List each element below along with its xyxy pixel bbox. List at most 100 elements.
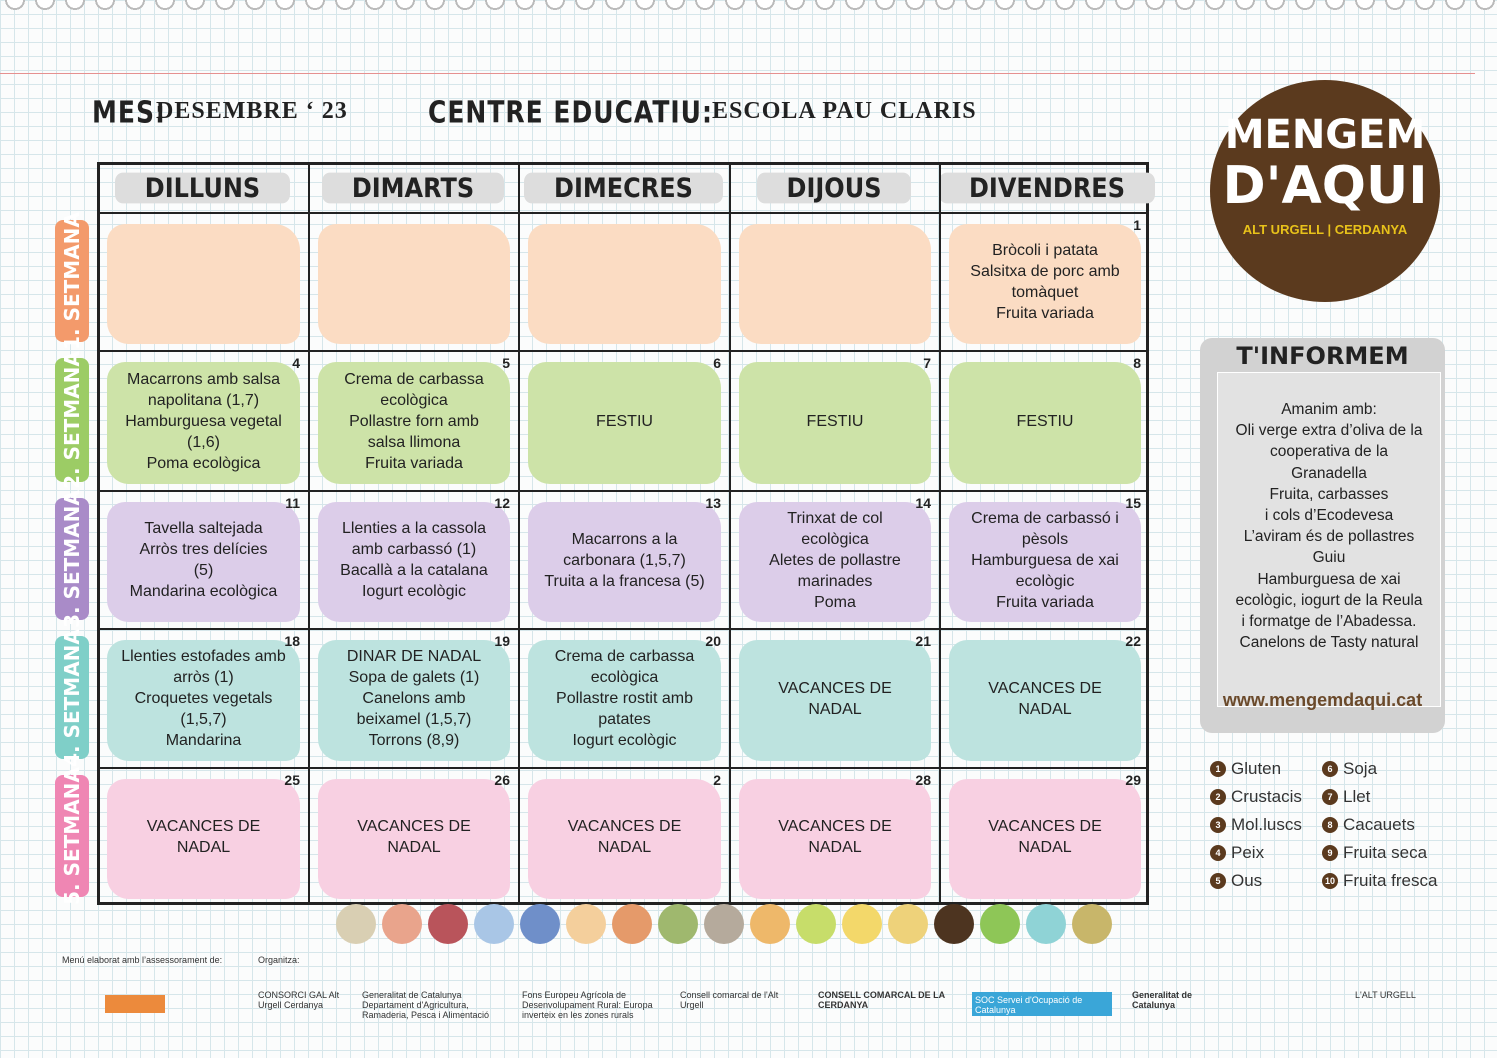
allergen-label: Gluten — [1231, 759, 1282, 778]
cell-background — [528, 502, 721, 622]
food-icon — [428, 904, 468, 944]
menu-cell: 8 FESTIU — [941, 352, 1149, 490]
cell-background — [107, 779, 300, 899]
allergen-label: Peix — [1231, 843, 1265, 862]
day-number: 6 — [713, 355, 721, 371]
menu-line: VACANCES DE — [146, 818, 261, 835]
food-icon — [474, 904, 514, 944]
day-name: DIMARTS — [321, 172, 505, 204]
menu-line: Iogurt ecològic — [572, 732, 677, 749]
allergen-item: 7 Llet — [1322, 783, 1450, 811]
day-number: 26 — [494, 772, 510, 788]
month-label: MES: — [92, 95, 166, 130]
cell-background — [107, 502, 300, 622]
allergen-label: Soja — [1343, 759, 1378, 778]
menu-line: VACANCES DE — [778, 679, 892, 697]
spiral-binding — [0, 0, 1497, 26]
menu-text: Tavella saltejada Arròs tres delícies (5) M… — [130, 518, 278, 602]
menu-line: Fruita variada — [996, 305, 1094, 322]
day-number: 12 — [494, 495, 510, 511]
cell-background — [107, 362, 300, 484]
menu-line: salsa llimona — [367, 433, 461, 451]
day-header-2: DIMECRES — [518, 163, 729, 214]
day-number: 5 — [502, 355, 510, 371]
menu-cell: 11 Tavella saltejada Arròs tres delícies (… — [99, 492, 308, 628]
info-line: Amanim amb: — [1281, 401, 1377, 418]
menu-cell: 19 DINAR DE NADAL Sopa de galets (1) Canel… — [310, 630, 518, 767]
menu-line: NADAL — [1018, 839, 1072, 856]
food-icon — [566, 904, 606, 944]
info-line: Guiu — [1312, 549, 1346, 567]
menu-line: Mandarina ecològica — [129, 583, 278, 600]
menu-cell: 14 Trinxat de col ecològica Aletes de poll… — [731, 492, 939, 628]
menu-cell: 7 FESTIU — [731, 352, 939, 490]
day-header-3: DIJOUS — [729, 163, 939, 214]
food-icon — [888, 904, 928, 944]
menu-line: patates — [598, 711, 651, 728]
menu-line: Macarrons amb salsa — [127, 370, 280, 388]
allergen-label: Llet — [1343, 787, 1371, 806]
food-icon — [1072, 904, 1112, 944]
cell-background — [739, 640, 931, 761]
allergen-item: 5 Ous — [1210, 867, 1322, 895]
partner-logo: Consell comarcal de l'Alt Urgell — [680, 990, 779, 1010]
info-line: Hamburguesa de xai — [1257, 570, 1401, 588]
logo-line1: MENGEM — [1224, 112, 1426, 158]
food-icon — [980, 904, 1020, 944]
row-divider — [97, 628, 1149, 630]
cell-background — [949, 640, 1141, 761]
row-divider — [97, 767, 1149, 769]
menu-line: tomàquet — [1011, 284, 1079, 301]
menu-text: VACANCES DE NADAL — [147, 816, 261, 858]
column-divider — [308, 162, 310, 905]
column-divider — [518, 162, 520, 905]
menu-line: Torrons (8,9) — [368, 732, 460, 749]
menu-text: VACANCES DE NADAL — [357, 816, 471, 858]
month-value: DESEMBRE ‘ 23 — [156, 98, 348, 124]
menu-text: Llenties estofades amb arròs (1) Croquetes… — [121, 646, 286, 751]
partner-logo: L'ALT URGELL — [1355, 990, 1416, 1000]
cell-background — [318, 362, 510, 484]
day-number: 14 — [915, 495, 931, 511]
menu-line: Hamburguesa de xai — [971, 551, 1119, 569]
food-icon — [750, 904, 790, 944]
menu-line: NADAL — [387, 839, 441, 856]
menu-line: ecològic — [1015, 572, 1075, 590]
menu-text: VACANCES DE NADAL — [988, 678, 1102, 720]
cell-background — [318, 640, 510, 761]
menu-line: VACANCES DE — [988, 818, 1102, 835]
cell-background — [949, 224, 1141, 344]
day-number: 20 — [705, 633, 721, 649]
week-label: 5. SETMANA — [55, 767, 89, 905]
menu-line: Llenties estofades amb — [121, 648, 286, 665]
food-icon — [336, 904, 376, 944]
menu-line: Llenties a la cassola — [341, 520, 487, 537]
allergen-label: Mol.luscs — [1231, 815, 1302, 834]
cell-background — [949, 362, 1141, 484]
partner-logo: CONSORCI GAL Alt Urgell Cerdanya — [258, 990, 340, 1010]
menu-cell: 26 VACANCES DE NADAL — [310, 769, 518, 905]
website-link[interactable]: www.mengemdaqui.cat — [1222, 690, 1423, 710]
menu-line: Bacallà a la catalana — [340, 562, 488, 579]
cell-background — [528, 362, 721, 484]
day-number: 8 — [1133, 355, 1141, 371]
menu-cell: 29 VACANCES DE NADAL — [941, 769, 1149, 905]
menu-cell: 21 VACANCES DE NADAL — [731, 630, 939, 767]
day-number: 28 — [915, 772, 931, 788]
menu-text: FESTIU — [807, 411, 864, 432]
centre-label: CENTRE EDUCATIU: — [428, 95, 713, 130]
day-number: 4 — [292, 355, 300, 371]
organiza-label: Organitza: — [258, 955, 300, 965]
food-icon — [842, 904, 882, 944]
cell-background — [107, 224, 300, 344]
cell-background — [528, 779, 721, 899]
allergen-item: 10 Fruita fresca — [1322, 867, 1450, 895]
info-line: L’aviram és de pollastres — [1243, 528, 1415, 546]
allergen-item: 1 Gluten — [1210, 755, 1322, 783]
day-name: DIVENDRES — [939, 172, 1155, 204]
menu-line: Salsitxa de porc amb — [970, 263, 1120, 280]
menu-line: (1,5,7) — [180, 711, 227, 728]
menu-line: VACANCES DE — [357, 818, 471, 835]
menu-cell: 22 VACANCES DE NADAL — [941, 630, 1149, 767]
day-header-1: DIMARTS — [308, 163, 518, 214]
